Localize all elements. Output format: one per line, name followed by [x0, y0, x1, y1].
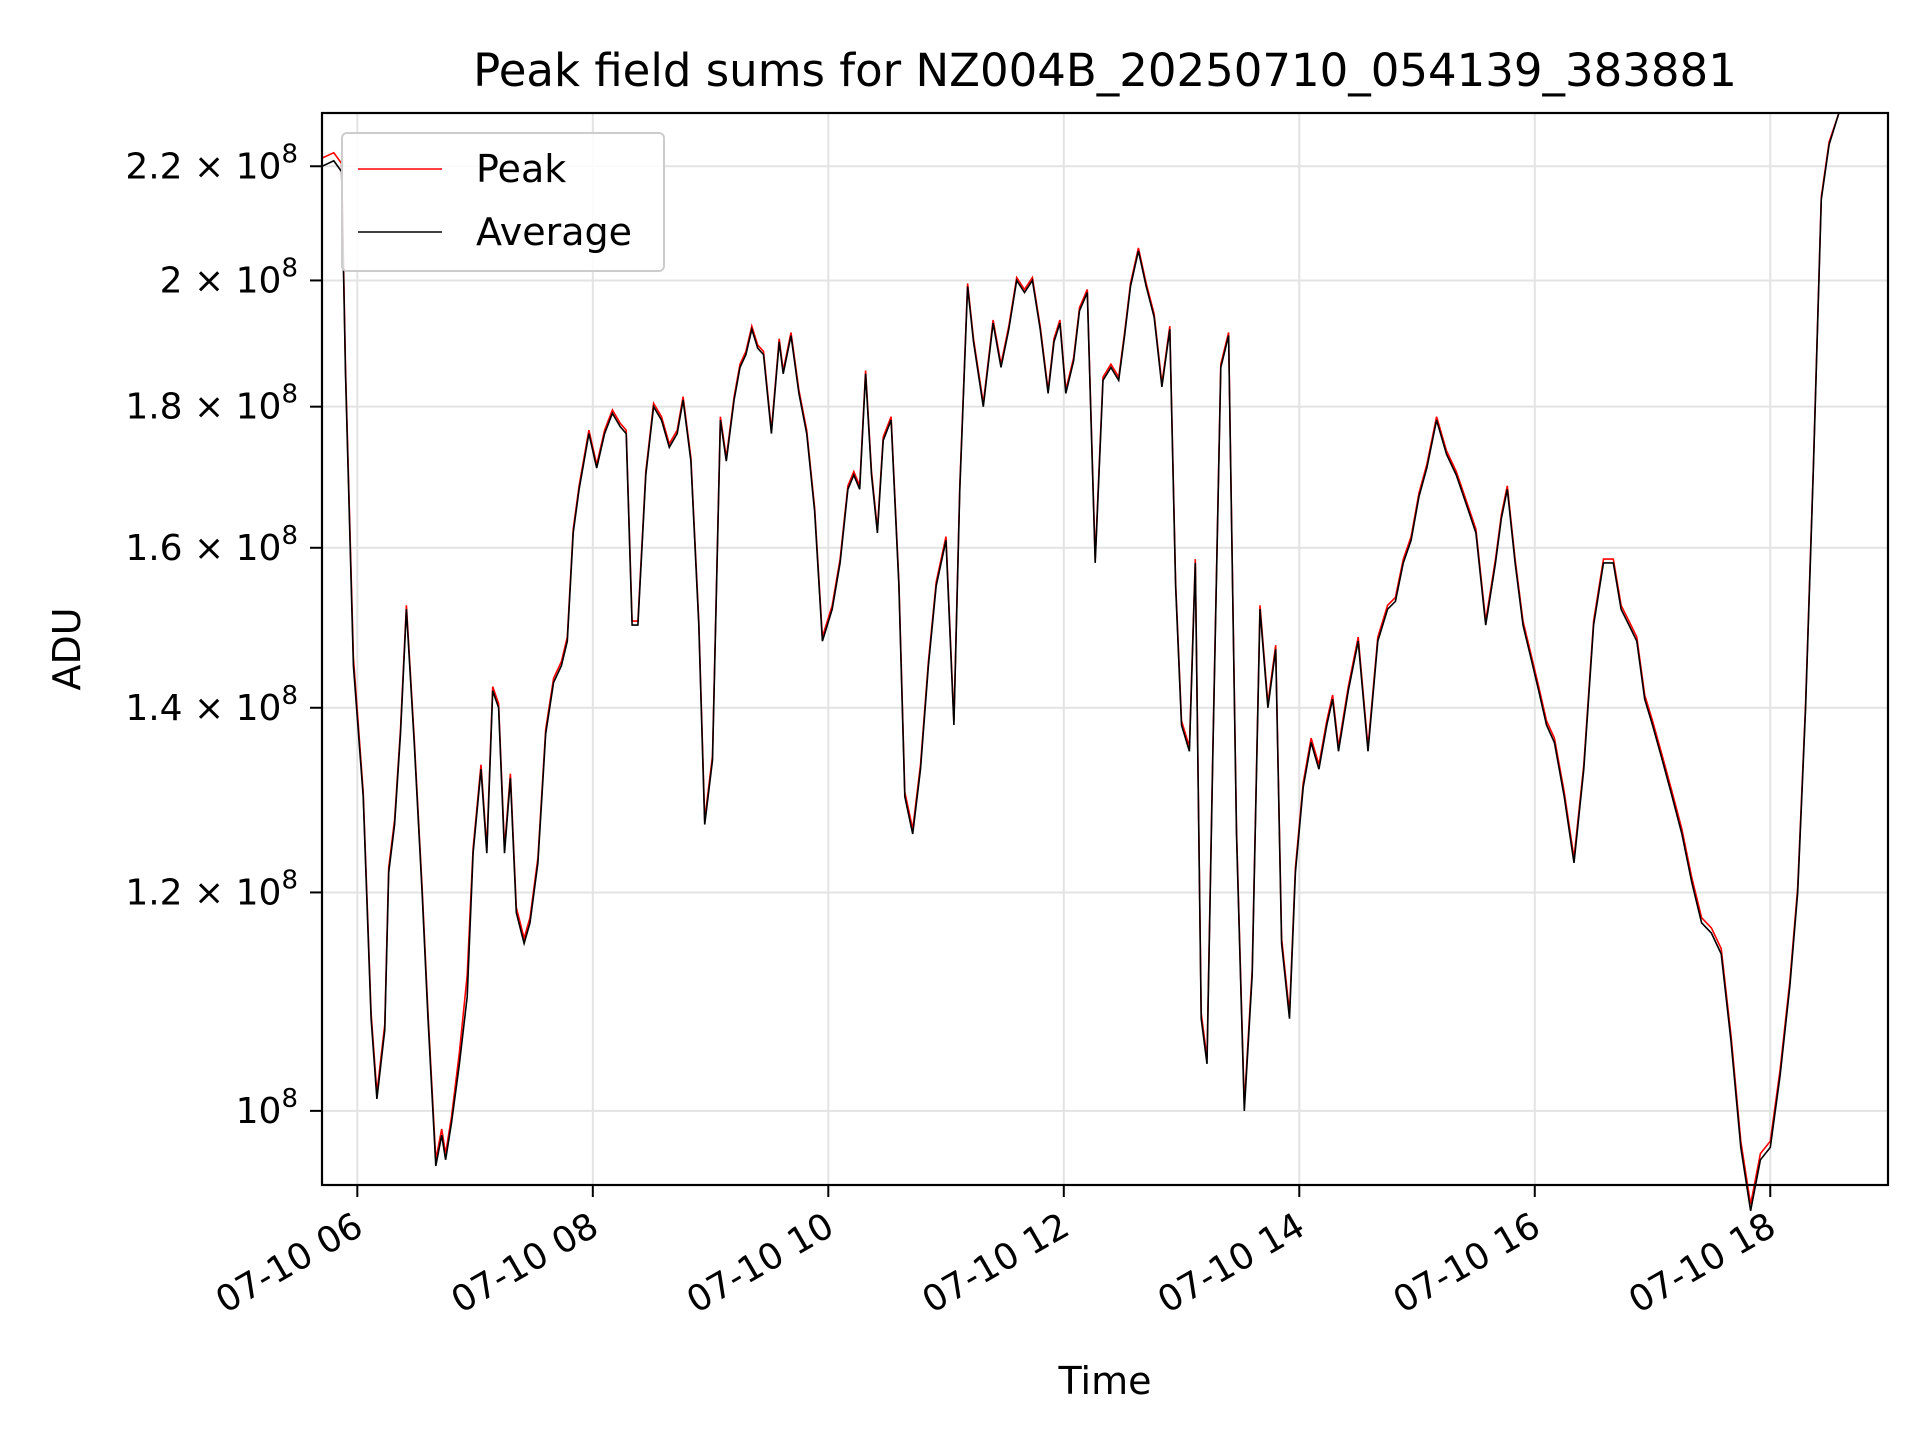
y-axis: 108 1.2 × 108 1.4 × 108 1.6 × 108 1.8 × 108 2…: [125, 139, 322, 1132]
y-tick-label: 108: [236, 1084, 298, 1132]
y-tick-label: 1.2 × 108: [125, 865, 298, 913]
y-axis-title: ADU: [45, 607, 89, 690]
x-axis-title: Time: [1058, 1359, 1152, 1403]
y-tick-label: 1.8 × 108: [125, 380, 298, 428]
grid: [322, 113, 1888, 1185]
y-tick-label: 1.4 × 108: [125, 681, 298, 729]
legend: Peak Average: [341, 132, 665, 272]
legend-label-average: Average: [476, 210, 632, 254]
legend-label-peak: Peak: [476, 147, 566, 191]
legend-box: [341, 132, 665, 272]
plot-frame: [320, 111, 1890, 1187]
y-tick-label: 2.2 × 108: [125, 139, 298, 187]
y-tick-label: 2 × 108: [160, 253, 298, 301]
series-line-average: [321, 112, 1849, 1211]
series-group: [321, 112, 1849, 1211]
y-tick-label: 1.6 × 108: [125, 521, 298, 569]
chart-title: Peak field sums for NZ004B_20250710_0541…: [473, 44, 1737, 97]
